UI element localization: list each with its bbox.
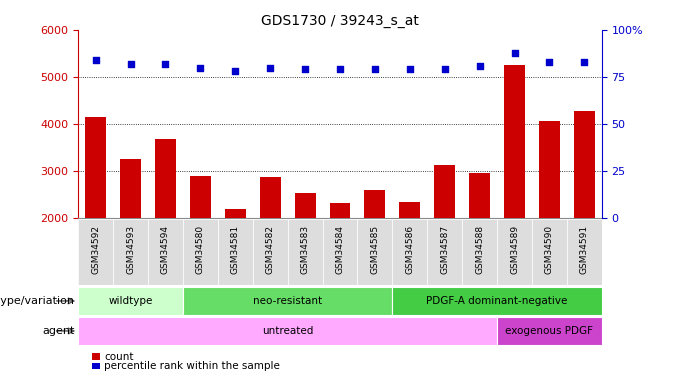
Bar (330, 203, 350, 311)
Text: GSM34580: GSM34580 (196, 225, 205, 274)
Point (579, 59, 590, 65)
Text: GSM34590: GSM34590 (545, 225, 554, 274)
Bar (497, 219, 532, 285)
Text: neo-resistant: neo-resistant (253, 296, 322, 306)
Title: GDS1730 / 39243_s_at: GDS1730 / 39243_s_at (261, 13, 419, 28)
Point (90, 57, 101, 63)
Text: percentile rank within the sample: percentile rank within the sample (104, 361, 280, 371)
Point (160, 61, 171, 67)
Bar (399, 202, 420, 311)
Point (125, 61, 136, 67)
Bar (155, 139, 176, 311)
Bar (78, 317, 497, 345)
Bar (427, 219, 462, 285)
Bar (364, 190, 386, 311)
Text: count: count (104, 352, 133, 362)
Bar (567, 219, 602, 285)
Bar (539, 121, 560, 311)
Bar (497, 317, 602, 345)
Point (509, 50, 520, 55)
Point (474, 63, 485, 69)
Bar (148, 219, 183, 285)
Bar (392, 287, 602, 315)
Point (265, 64, 275, 70)
Bar (392, 219, 427, 285)
Point (369, 66, 380, 72)
Text: GSM34584: GSM34584 (335, 225, 345, 274)
Text: GSM34594: GSM34594 (161, 225, 170, 274)
Bar (183, 287, 392, 315)
Bar (218, 219, 253, 285)
Bar (78, 219, 113, 285)
Text: GSM34582: GSM34582 (266, 225, 275, 274)
Text: GSM34586: GSM34586 (405, 225, 414, 274)
Bar (85, 117, 106, 311)
Bar (435, 165, 455, 311)
Bar (504, 64, 525, 311)
Text: GSM34591: GSM34591 (580, 225, 589, 274)
Bar (183, 219, 218, 285)
Point (439, 66, 450, 72)
Point (230, 68, 241, 74)
Text: PDGF-A dominant-negative: PDGF-A dominant-negative (426, 296, 568, 306)
Text: GSM34592: GSM34592 (91, 225, 100, 274)
Bar (462, 219, 497, 285)
Point (544, 59, 555, 65)
Bar (358, 219, 392, 285)
Point (405, 66, 415, 72)
Point (335, 66, 345, 72)
Bar (260, 177, 281, 311)
Bar (469, 172, 490, 311)
Bar (190, 176, 211, 311)
Bar (294, 193, 316, 311)
Bar (574, 111, 595, 311)
Text: GSM34587: GSM34587 (440, 225, 449, 274)
Text: GSM34589: GSM34589 (510, 225, 519, 274)
Text: GSM34588: GSM34588 (475, 225, 484, 274)
Bar (288, 219, 322, 285)
Bar (78, 287, 183, 315)
Text: GSM34581: GSM34581 (231, 225, 240, 274)
Text: genotype/variation: genotype/variation (0, 296, 75, 306)
Bar (113, 219, 148, 285)
Bar (532, 219, 567, 285)
Bar (322, 219, 358, 285)
Text: GSM34593: GSM34593 (126, 225, 135, 274)
Text: GSM34585: GSM34585 (371, 225, 379, 274)
Point (195, 64, 206, 70)
Bar (120, 159, 141, 311)
Bar (225, 209, 245, 311)
Text: wildtype: wildtype (108, 296, 153, 306)
Bar (253, 219, 288, 285)
Text: GSM34583: GSM34583 (301, 225, 309, 274)
Text: untreated: untreated (262, 326, 313, 336)
Text: agent: agent (42, 326, 75, 336)
Text: exogenous PDGF: exogenous PDGF (505, 326, 594, 336)
Point (300, 66, 311, 72)
